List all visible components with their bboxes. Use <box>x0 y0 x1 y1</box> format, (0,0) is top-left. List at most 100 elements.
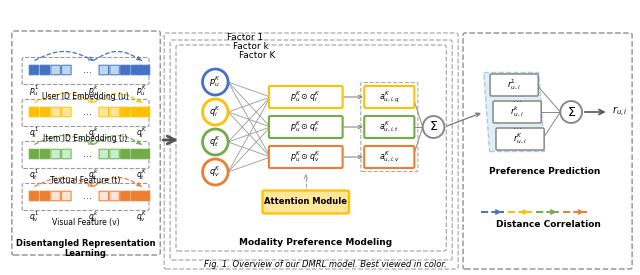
FancyBboxPatch shape <box>490 74 538 96</box>
FancyBboxPatch shape <box>131 191 141 201</box>
Text: $p_u^k$: $p_u^k$ <box>88 83 99 98</box>
FancyBboxPatch shape <box>51 191 60 201</box>
Text: Textual Feature (t): Textual Feature (t) <box>51 176 121 185</box>
FancyBboxPatch shape <box>110 191 119 201</box>
Text: $q_i^k$: $q_i^k$ <box>88 125 99 140</box>
FancyBboxPatch shape <box>61 149 71 159</box>
FancyBboxPatch shape <box>61 191 71 201</box>
FancyBboxPatch shape <box>40 107 49 117</box>
Text: $q_t^1$: $q_t^1$ <box>29 167 40 182</box>
FancyBboxPatch shape <box>140 107 150 117</box>
Circle shape <box>423 116 444 138</box>
FancyBboxPatch shape <box>29 149 38 159</box>
FancyBboxPatch shape <box>140 149 150 159</box>
FancyBboxPatch shape <box>364 146 414 168</box>
Text: $q_v^K$: $q_v^K$ <box>209 164 221 180</box>
FancyBboxPatch shape <box>364 116 414 138</box>
Text: ...: ... <box>513 121 522 131</box>
Text: $p_u^K$: $p_u^K$ <box>136 83 147 98</box>
Text: Disentangled Representation
Learning: Disentangled Representation Learning <box>16 239 156 258</box>
Text: $q_i^K$: $q_i^K$ <box>136 125 147 140</box>
Text: $q_t^k$: $q_t^k$ <box>88 167 99 182</box>
Text: $a_{u,i,t}^K$: $a_{u,i,t}^K$ <box>380 120 399 134</box>
Circle shape <box>202 129 228 155</box>
FancyBboxPatch shape <box>493 101 541 123</box>
FancyBboxPatch shape <box>140 191 150 201</box>
Text: $q_v^K$: $q_v^K$ <box>136 209 147 224</box>
Text: $p_u^1$: $p_u^1$ <box>29 83 40 98</box>
Text: $p_u^K$: $p_u^K$ <box>209 75 221 89</box>
Text: Preference Prediction: Preference Prediction <box>489 167 600 176</box>
Text: $p_u^K \odot q_v^K$: $p_u^K \odot q_v^K$ <box>291 150 321 164</box>
FancyBboxPatch shape <box>29 65 38 75</box>
FancyBboxPatch shape <box>121 65 130 75</box>
Text: Factor 1: Factor 1 <box>227 33 264 42</box>
FancyBboxPatch shape <box>131 65 141 75</box>
FancyBboxPatch shape <box>40 65 49 75</box>
Text: $p_u^K \odot q_t^K$: $p_u^K \odot q_t^K$ <box>291 120 321 134</box>
Circle shape <box>561 101 582 123</box>
FancyBboxPatch shape <box>99 149 108 159</box>
Text: $r_{u,i}^k$: $r_{u,i}^k$ <box>510 105 524 119</box>
Text: ...: ... <box>83 65 92 75</box>
FancyBboxPatch shape <box>110 149 119 159</box>
Text: Attention Module: Attention Module <box>264 197 348 207</box>
Text: $r_{u,i}^K$: $r_{u,i}^K$ <box>513 132 527 146</box>
FancyBboxPatch shape <box>40 191 49 201</box>
FancyBboxPatch shape <box>364 86 414 108</box>
Text: Distance Correlation: Distance Correlation <box>496 220 601 229</box>
FancyBboxPatch shape <box>262 191 349 213</box>
FancyBboxPatch shape <box>140 65 150 75</box>
FancyBboxPatch shape <box>61 107 71 117</box>
Text: $q_v^1$: $q_v^1$ <box>29 209 40 224</box>
Polygon shape <box>484 73 545 152</box>
FancyBboxPatch shape <box>121 107 130 117</box>
FancyBboxPatch shape <box>121 149 130 159</box>
FancyBboxPatch shape <box>29 191 38 201</box>
FancyBboxPatch shape <box>269 86 342 108</box>
FancyBboxPatch shape <box>51 107 60 117</box>
Text: Item ID Embedding (i): Item ID Embedding (i) <box>44 134 128 143</box>
Text: $r_{u,i}$: $r_{u,i}$ <box>612 105 628 119</box>
Text: $\Sigma$: $\Sigma$ <box>429 120 438 133</box>
Text: ...: ... <box>83 107 92 117</box>
FancyBboxPatch shape <box>110 107 119 117</box>
FancyBboxPatch shape <box>51 149 60 159</box>
Text: User ID Embedding (u): User ID Embedding (u) <box>42 92 129 101</box>
Text: $a_{u,i,q}^K$: $a_{u,i,q}^K$ <box>379 89 400 105</box>
FancyBboxPatch shape <box>131 149 141 159</box>
FancyBboxPatch shape <box>40 149 49 159</box>
FancyBboxPatch shape <box>61 65 71 75</box>
Circle shape <box>202 159 228 185</box>
Text: $q_i^K$: $q_i^K$ <box>209 104 221 119</box>
FancyBboxPatch shape <box>99 107 108 117</box>
FancyBboxPatch shape <box>110 65 119 75</box>
Text: $\Sigma$: $\Sigma$ <box>566 106 576 119</box>
Text: Modality Preference Modeling: Modality Preference Modeling <box>239 238 392 247</box>
Text: ...: ... <box>83 191 92 201</box>
Text: ...: ... <box>513 94 522 104</box>
Text: Visual Feature (v): Visual Feature (v) <box>52 218 120 227</box>
FancyBboxPatch shape <box>131 107 141 117</box>
Text: $a_{u,i,v}^K$: $a_{u,i,v}^K$ <box>379 150 400 164</box>
FancyBboxPatch shape <box>99 65 108 75</box>
Text: $q_t^K$: $q_t^K$ <box>136 167 147 182</box>
Text: $q_i^1$: $q_i^1$ <box>29 125 40 140</box>
Text: ...: ... <box>83 149 92 159</box>
Text: Factor k: Factor k <box>233 42 269 51</box>
FancyBboxPatch shape <box>121 191 130 201</box>
Text: $q_t^K$: $q_t^K$ <box>209 134 221 149</box>
Text: Factor K: Factor K <box>239 51 275 60</box>
FancyBboxPatch shape <box>51 65 60 75</box>
Text: $p_u^K \odot q_i^K$: $p_u^K \odot q_i^K$ <box>291 90 321 104</box>
FancyBboxPatch shape <box>269 116 342 138</box>
Text: Fig. 1. Overview of our DMRL model. Best viewed in color.: Fig. 1. Overview of our DMRL model. Best… <box>204 260 447 269</box>
FancyBboxPatch shape <box>269 146 342 168</box>
Circle shape <box>202 99 228 125</box>
FancyBboxPatch shape <box>29 107 38 117</box>
FancyBboxPatch shape <box>99 191 108 201</box>
FancyBboxPatch shape <box>496 128 544 150</box>
Text: $r_{u,i}^1$: $r_{u,i}^1$ <box>508 78 521 92</box>
Circle shape <box>202 69 228 95</box>
Text: $q_v^k$: $q_v^k$ <box>88 209 99 224</box>
